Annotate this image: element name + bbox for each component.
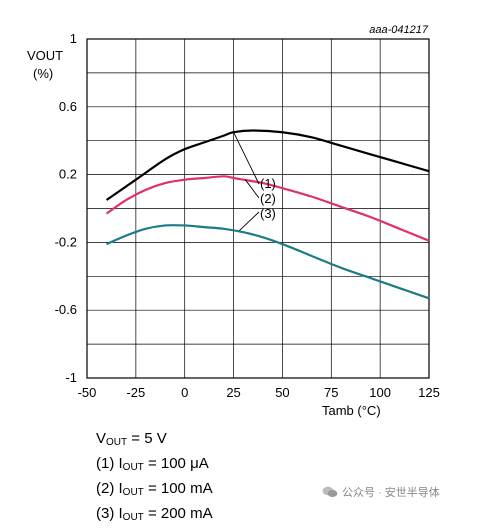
- y-axis-label: VOUT: [27, 48, 63, 63]
- y-tick-label: 0.2: [59, 167, 77, 182]
- annotation-2: (2): [260, 191, 276, 206]
- watermark: 公众号 · 安世半导体: [322, 484, 440, 500]
- x-tick-label: 75: [324, 385, 338, 400]
- y-tick-label: 0.6: [59, 99, 77, 114]
- series-group: [105, 129, 430, 300]
- plot-frame: [86, 38, 430, 379]
- wechat-icon: [322, 486, 338, 498]
- chart: 1 0.6 0.2 -0.2 -0.6 -1 -50 -25 0 25 50 75 100 125 VO…: [27, 24, 440, 418]
- x-tick-label: 50: [275, 385, 289, 400]
- series-line-3: [106, 224, 430, 300]
- x-tick-label: -25: [126, 385, 145, 400]
- leader-line-1: [233, 132, 260, 185]
- conditions-notes: VOUT = 5 V (1) IOUT = 100 μA (2) IOUT = …: [96, 428, 213, 528]
- annotation-leaders: [233, 132, 260, 231]
- x-axis-label: Tamb (°C): [322, 403, 381, 418]
- x-tick-label: 125: [418, 385, 440, 400]
- grid: [86, 38, 430, 379]
- x-tick-label: 0: [181, 385, 188, 400]
- y-axis-ticks: 1 0.6 0.2 -0.2 -0.6 -1: [55, 31, 77, 385]
- y-tick-label: -0.6: [55, 302, 77, 317]
- note-series-3: (3) IOUT = 200 mA: [96, 505, 213, 523]
- watermark-text: 公众号 · 安世半导体: [342, 487, 440, 499]
- note-vout: VOUT = 5 V: [96, 430, 167, 448]
- annotation-3: (3): [260, 206, 276, 221]
- y-axis-unit: (%): [33, 66, 53, 81]
- series-line-2: [105, 175, 430, 242]
- x-axis-ticks: -50 -25 0 25 50 75 100 125: [78, 385, 440, 400]
- leader-line-2: [244, 179, 260, 199]
- note-series-1: (1) IOUT = 100 μA: [96, 455, 209, 473]
- x-tick-label: 25: [226, 385, 240, 400]
- chart-reference-id: aaa-041217: [369, 24, 429, 36]
- x-tick-label: 100: [369, 385, 391, 400]
- x-tick-label: -50: [78, 385, 97, 400]
- y-tick-label: -0.2: [55, 234, 77, 249]
- note-series-2: (2) IOUT = 100 mA: [96, 480, 213, 498]
- series-line-1: [105, 129, 430, 201]
- y-tick-label: 1: [70, 31, 77, 46]
- leader-line-3: [239, 211, 260, 231]
- y-tick-label: -1: [65, 370, 77, 385]
- annotation-1: (1): [260, 176, 276, 191]
